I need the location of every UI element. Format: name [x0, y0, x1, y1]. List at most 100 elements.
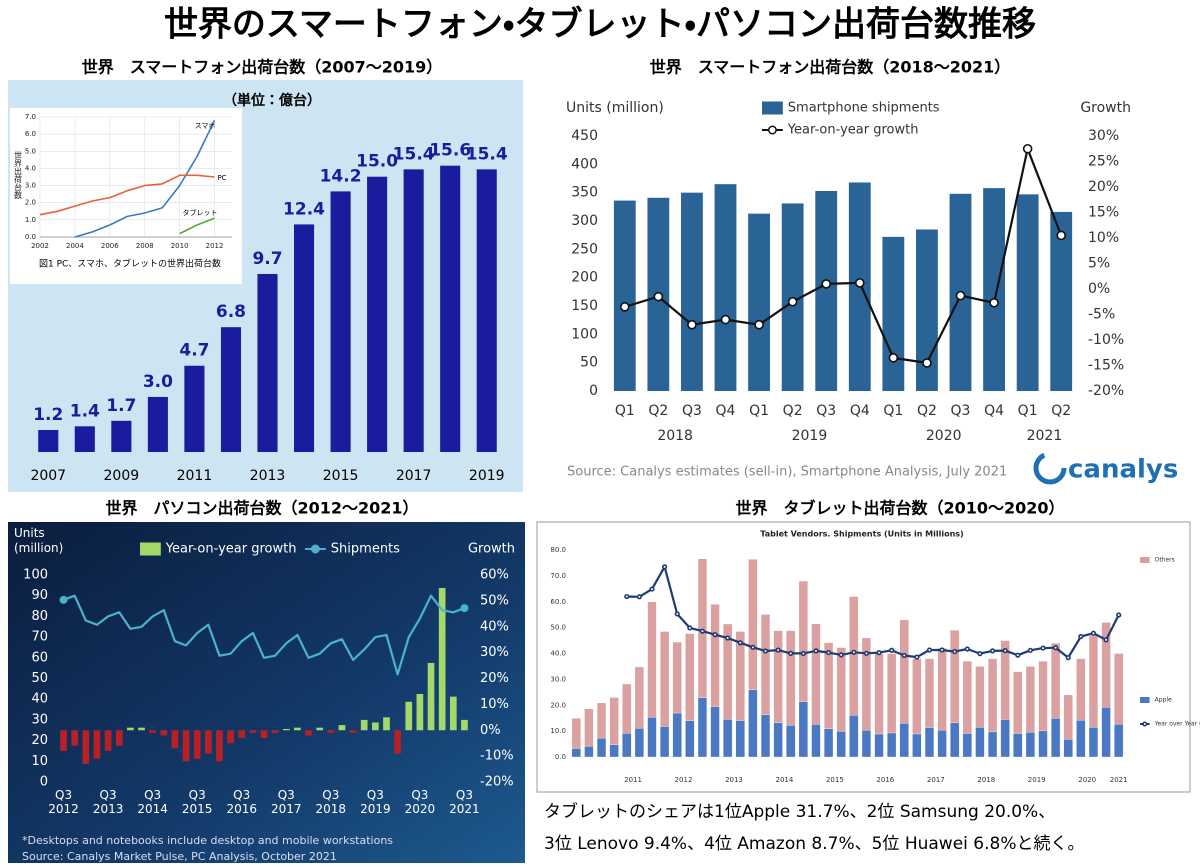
x-tick-label: 2002	[31, 242, 49, 250]
line	[179, 217, 215, 235]
bar	[227, 730, 234, 744]
y2-tick-label: 30%	[1088, 128, 1119, 144]
bar	[660, 631, 670, 727]
point	[762, 648, 769, 654]
y-label: Units (million)	[566, 100, 664, 116]
point	[838, 652, 844, 658]
x-tick-label: Q3	[951, 403, 971, 419]
bar	[882, 236, 905, 391]
bar	[596, 702, 607, 739]
bar	[874, 653, 884, 735]
point	[914, 654, 920, 660]
bar	[647, 717, 657, 758]
y-tick-label: 100	[571, 326, 598, 342]
title: 世界 タブレット出荷台数（2010〜2020）	[735, 499, 1064, 518]
bar	[282, 728, 290, 731]
logo-mark	[1033, 451, 1067, 485]
bar	[685, 633, 695, 721]
bar	[596, 737, 607, 758]
bar	[697, 558, 708, 698]
bar	[127, 727, 134, 731]
legend-swatch	[1140, 697, 1150, 703]
bar	[571, 748, 581, 758]
bar	[622, 683, 632, 734]
x-tick-label: Q2	[1051, 403, 1071, 419]
line	[624, 147, 1063, 364]
bar	[748, 559, 758, 690]
bar	[1076, 720, 1086, 758]
bar	[147, 396, 168, 452]
y-tick-label: 60	[31, 650, 48, 665]
x-tick-label: Q2	[783, 403, 803, 419]
y-tick-label: 20	[31, 733, 48, 748]
x-tick-label-box: Q3 2019	[360, 788, 391, 816]
bar	[394, 730, 401, 754]
bar	[405, 701, 413, 731]
point	[687, 625, 693, 631]
bar	[887, 653, 897, 734]
point	[922, 358, 932, 368]
x-tick-label: Q3 2021	[449, 788, 480, 816]
y-tick-label: 30	[31, 712, 48, 727]
legend-label: Apple	[1155, 697, 1172, 704]
value-label: 3.0	[143, 372, 173, 392]
bar	[634, 666, 644, 729]
x-group-label: 2020	[926, 428, 962, 444]
bar	[1038, 661, 1048, 732]
y-tick-label: 1.0	[25, 216, 36, 224]
point	[854, 278, 865, 288]
bar	[962, 733, 972, 758]
bar	[798, 580, 808, 702]
bar	[184, 365, 205, 452]
x-tick-label-box: Q3 2012	[48, 788, 79, 816]
point	[712, 632, 718, 638]
x-tick-label: Q2	[917, 403, 937, 419]
point	[926, 647, 933, 653]
point	[1090, 630, 1097, 636]
x-tick-label: 2019	[1028, 776, 1046, 784]
value-label: 15.4	[393, 144, 435, 164]
y2-label: Growth	[1080, 100, 1131, 116]
point	[889, 647, 895, 653]
value-label: 15.4	[466, 144, 508, 164]
bar	[71, 730, 79, 746]
bar	[622, 733, 632, 758]
x-tick-label: Q1	[883, 403, 903, 419]
point	[775, 647, 781, 653]
legend-swatch	[310, 544, 320, 554]
y-tick-label: 6.0	[25, 130, 36, 138]
x-tick-label: 2018	[977, 776, 995, 784]
point	[821, 279, 832, 289]
x-tick-label-box: Q3 2015	[182, 788, 213, 816]
point	[977, 651, 983, 657]
bar	[1051, 643, 1061, 719]
point	[460, 604, 469, 613]
line	[63, 594, 465, 676]
x-tick-label-box: Q3 2017	[271, 788, 302, 816]
legend-label: Year-on-year growth	[787, 123, 919, 138]
bar	[171, 730, 179, 749]
caption: 図1 PC、スマホ、タブレットの世界出荷台数	[39, 258, 221, 270]
point	[851, 649, 857, 655]
bar	[1101, 622, 1111, 708]
bar	[899, 619, 909, 724]
point	[1053, 645, 1059, 651]
legend-swatch	[1140, 557, 1150, 563]
legend-label: Smartphone shipments	[788, 101, 940, 116]
y2-tick-label: 0%	[480, 723, 501, 738]
y-tick-label: 5.0	[25, 147, 36, 155]
y-tick-label: 40.0	[550, 650, 566, 658]
y2-tick-label: 40%	[480, 619, 509, 634]
legend-label: Shipments	[331, 542, 400, 557]
x-tick-label: Q4	[850, 403, 870, 419]
bar	[476, 169, 497, 453]
x-group-label: 2019	[792, 428, 828, 444]
bar	[609, 697, 619, 745]
legend-label: Year over Year Growth Rate	[1154, 721, 1200, 728]
x-tick-label: 2007	[30, 468, 66, 484]
value-label: 1.4	[70, 401, 100, 421]
bar	[372, 722, 379, 731]
point	[813, 648, 819, 654]
bar	[987, 731, 998, 758]
